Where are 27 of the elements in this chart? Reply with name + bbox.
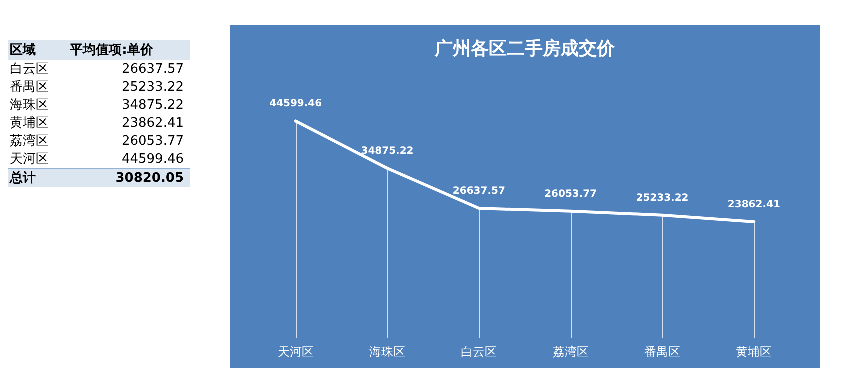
x-tick-label: 荔湾区 — [552, 345, 589, 359]
data-label: 26053.77 — [544, 188, 598, 200]
data-label: 44599.46 — [270, 98, 322, 110]
category-label: 白云区 — [9, 61, 50, 78]
category-label: 黄埔区 — [9, 115, 50, 132]
category-label: 荔湾区 — [9, 133, 50, 150]
data-label: 44599.46 — [120, 150, 185, 168]
data-label: 23862.41 — [120, 114, 185, 132]
data-label: 34875.22 — [120, 96, 185, 114]
data-label: 26637.57 — [120, 60, 185, 78]
data-label: 26053.77 — [120, 132, 185, 150]
x-tick-label: 天河区 — [278, 345, 314, 359]
data-label: 34875.22 — [361, 146, 414, 158]
chart-title: 广州各区二手房成交价 — [434, 38, 616, 60]
category-label: 番禺区 — [9, 79, 50, 96]
data-label: 25233.22 — [636, 192, 689, 204]
x-tick-label: 黄埔区 — [736, 345, 772, 359]
x-tick-label: 番禺区 — [644, 345, 680, 359]
data-label: 30820.05 — [114, 170, 185, 187]
x-tick-label: 白云区 — [461, 345, 498, 359]
x-tick-label: 海珠区 — [370, 345, 406, 359]
data-label: 26637.57 — [452, 186, 506, 198]
category-label: 天河区 — [9, 151, 50, 168]
data-label: 23862.41 — [728, 200, 780, 211]
category-label: 总计 — [8, 170, 37, 187]
category-label: 海珠区 — [9, 97, 50, 114]
data-label: 25233.22 — [120, 78, 185, 96]
